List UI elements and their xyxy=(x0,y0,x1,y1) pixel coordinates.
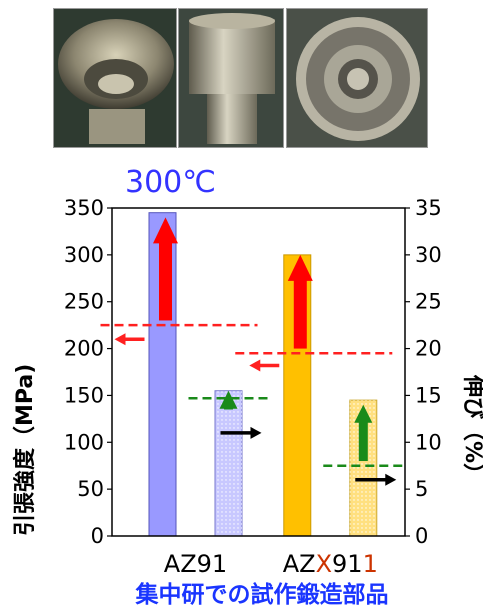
y-tick-label-left: 350 xyxy=(64,196,104,220)
y-ticks-left: 0 50 100 150 200 250 300 350 xyxy=(64,196,112,548)
tensile-elongation-chart: 300℃ 引張強度（MPa) 伸び（%） 0501001502002503003… xyxy=(12,165,483,608)
axis-arrow-head xyxy=(114,333,126,346)
x-tick-label-part: X xyxy=(316,550,332,578)
y-tick-label-right: 0 xyxy=(415,524,428,548)
improvement-arrow-shaft xyxy=(159,241,173,321)
reference-lines xyxy=(100,323,404,467)
improvement-arrow-head xyxy=(219,390,238,409)
photo-forged-part-side xyxy=(178,8,284,148)
x-tick-label-part: 1 xyxy=(363,550,378,578)
arrows xyxy=(114,217,397,486)
photo-forged-part-oblique xyxy=(53,8,177,148)
y-axis-label-left: 引張強度（MPa) xyxy=(12,364,38,536)
improvement-arrow-shaft xyxy=(358,420,368,462)
y-tick-label-left: 150 xyxy=(64,383,104,407)
x-tick-label-part: 91 xyxy=(332,550,363,578)
x-tick-label-part: AZ91 xyxy=(164,550,227,578)
y-ticks-right: 0 5 10 15 20 25 30 35 xyxy=(405,196,442,548)
y-tick-label-left: 300 xyxy=(64,243,104,267)
plot-area xyxy=(111,207,406,537)
x-tick-label: AZ91 xyxy=(164,550,227,578)
axis-arrow-head xyxy=(250,426,262,439)
y-tick-label-left: 200 xyxy=(64,337,104,361)
y-tick-label-left: 0 xyxy=(91,524,104,548)
y-tick-label-right: 30 xyxy=(415,243,442,267)
y-tick-label-right: 15 xyxy=(415,383,442,407)
improvement-arrow-shaft xyxy=(293,278,307,349)
axis-arrow-head xyxy=(385,473,397,486)
bar-pattern xyxy=(215,390,243,536)
photo-forged-part-top xyxy=(286,8,428,148)
y-tick-label-left: 100 xyxy=(64,430,104,454)
x-tick-labels: AZ91 AZX911 xyxy=(164,550,378,578)
y-tick-label-right: 5 xyxy=(415,477,428,501)
improvement-arrow-head xyxy=(354,404,373,423)
chart-caption: 集中研での試作鍛造部品 xyxy=(135,581,389,608)
y-tick-label-right: 20 xyxy=(415,337,442,361)
axis-arrow-head xyxy=(249,359,261,372)
bars xyxy=(148,212,378,537)
y-tick-label-right: 10 xyxy=(415,430,442,454)
x-tick-label-part: AZ xyxy=(283,550,316,578)
y-axis-label-right: 伸び（%） xyxy=(460,374,483,485)
chart-title: 300℃ xyxy=(125,165,216,200)
y-tick-label-left: 250 xyxy=(64,290,104,314)
y-tick-label-right: 35 xyxy=(415,196,442,220)
improvement-arrow-head xyxy=(153,217,179,244)
y-tick-label-right: 25 xyxy=(415,290,442,314)
x-tick-label: AZX911 xyxy=(283,550,378,578)
y-tick-label-left: 50 xyxy=(77,477,104,501)
improvement-arrow-head xyxy=(287,254,313,281)
